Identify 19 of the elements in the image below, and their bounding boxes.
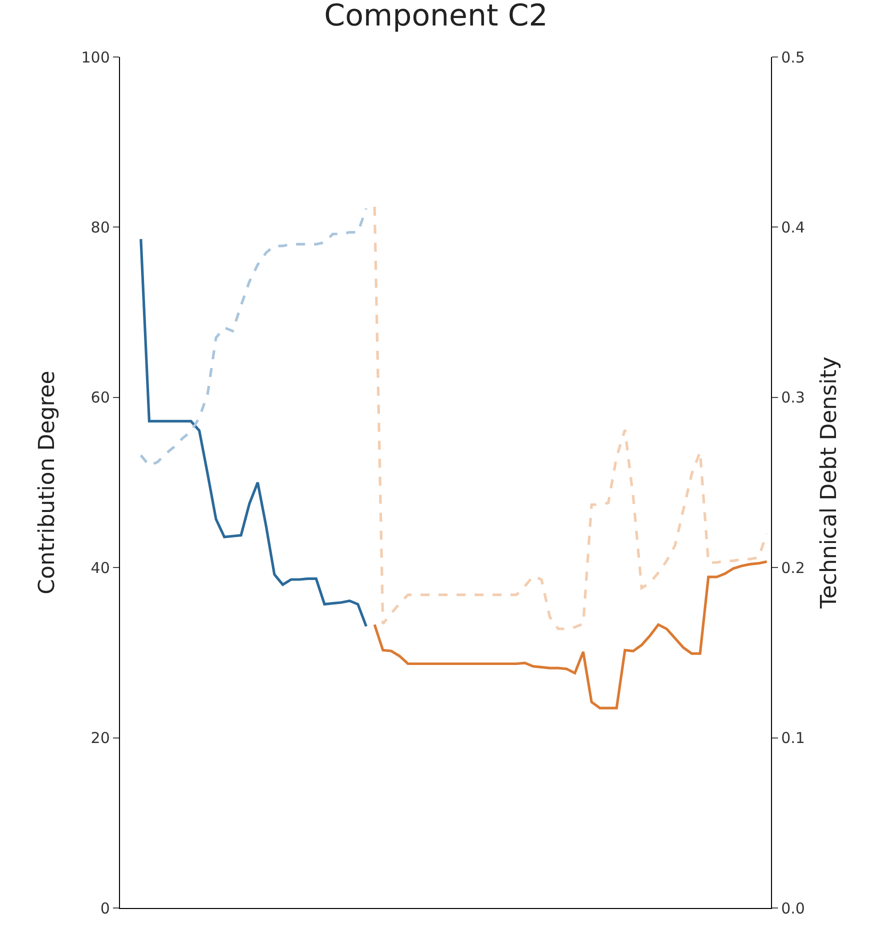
line-series — [140, 207, 368, 467]
chart-title: Component C2 — [324, 0, 548, 34]
y2-axis-title: Technical Debt Density — [816, 356, 842, 610]
y-axis-title: Contribution Degree — [35, 370, 60, 594]
y-tick-label: 20 — [90, 729, 110, 748]
y2-tick-label: 0.5 — [781, 48, 805, 66]
y2-tick-label: 0.0 — [781, 899, 805, 918]
y-tick-label: 80 — [90, 218, 110, 236]
y-tick-label: 40 — [90, 558, 110, 577]
line-series — [373, 560, 768, 710]
y-tick-label: 0 — [100, 899, 110, 918]
y2-tick-label: 0.4 — [781, 218, 805, 236]
y-tick-label: 60 — [90, 388, 110, 407]
y2-tick-label: 0.2 — [781, 558, 805, 577]
line-series — [140, 238, 368, 628]
y-tick-label: 100 — [81, 48, 110, 66]
y2-tick-label: 0.3 — [781, 388, 805, 407]
y2-tick-label: 0.1 — [781, 729, 805, 748]
line-series — [373, 205, 768, 630]
